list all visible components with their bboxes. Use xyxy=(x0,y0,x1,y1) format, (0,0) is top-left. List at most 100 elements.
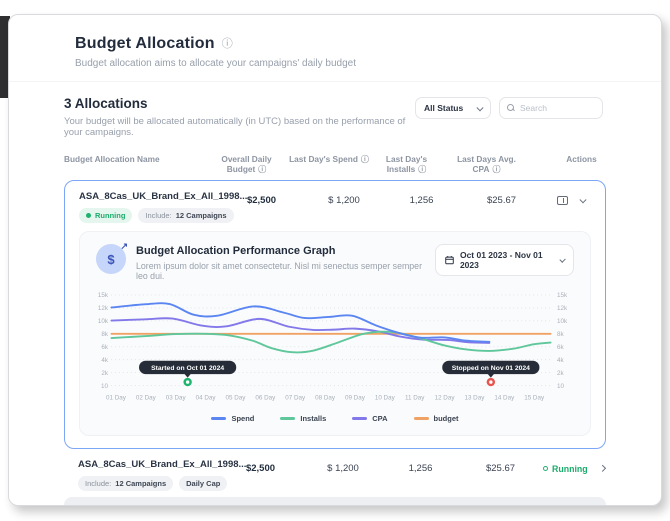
legend-swatch-icon xyxy=(413,416,429,420)
allocation-name: ASA_8Cas_UK_Brand_Ex_All_1998... xyxy=(79,191,248,202)
expand-row-chevron-icon[interactable] xyxy=(598,465,606,472)
status-dot-icon xyxy=(86,213,91,218)
allocation-name-cell: ASA_8Cas_UK_Brand_Ex_All_1998... Running… xyxy=(79,191,248,223)
legend-item-budget[interactable]: budget xyxy=(413,413,459,423)
chart-area: 15k 15k 12k 12k 10k 10k 8k 8k 6k 6k 4k 4k 2k 2k 10 10 01… xyxy=(96,289,574,412)
last-day-installs-value: 1,256 xyxy=(408,462,433,474)
legend-label: Spend xyxy=(231,413,255,423)
daily-cap-badge: Daily Cap xyxy=(179,475,228,491)
search-box[interactable] xyxy=(499,97,603,119)
next-row-partial[interactable] xyxy=(64,496,606,505)
date-range-value: Oct 01 2023 - Nov 01 2023 xyxy=(459,250,543,270)
svg-text:2k: 2k xyxy=(101,370,108,377)
status-filter-select[interactable]: All Status xyxy=(415,97,491,119)
svg-text:13 Day: 13 Day xyxy=(464,395,485,402)
status-filter-value: All Status xyxy=(424,103,464,113)
svg-text:6k: 6k xyxy=(557,344,564,351)
svg-text:10: 10 xyxy=(557,383,564,390)
last-day-avg-cpa-value: $25.67 xyxy=(485,462,516,474)
svg-text:4k: 4k xyxy=(101,357,108,364)
col-header-cpa: Last Days Avg. CPA ⓘ xyxy=(457,154,516,174)
svg-text:04 Day: 04 Day xyxy=(196,395,217,402)
graph-title: Budget Allocation Performance Graph xyxy=(136,245,336,257)
svg-text:Stopped on Nov 01 2024: Stopped on Nov 01 2024 xyxy=(452,365,530,372)
info-icon[interactable]: ⓘ xyxy=(492,165,501,174)
svg-text:8k: 8k xyxy=(101,331,108,338)
legend-item-spend[interactable]: Spend xyxy=(211,414,254,423)
info-icon[interactable]: ⓘ xyxy=(258,165,267,174)
last-day-installs-value: 1,256 xyxy=(409,195,434,206)
chevron-down-icon xyxy=(559,256,566,263)
allocations-toolbar: 3 Allocations Your budget will be alloca… xyxy=(64,96,603,138)
search-icon xyxy=(507,104,515,112)
background-window-sliver xyxy=(0,16,10,98)
svg-text:4k: 4k xyxy=(557,357,564,364)
svg-text:Started on Oct 01 2024: Started on Oct 01 2024 xyxy=(151,365,224,372)
notebook-icon[interactable] xyxy=(557,196,569,205)
svg-text:14 Day: 14 Day xyxy=(494,395,515,402)
allocations-description: Your budget will be allocated automatica… xyxy=(64,116,406,138)
include-campaigns-badge: Include: 12 Campaigns xyxy=(138,208,234,223)
last-day-spend-value: $ 1,200 xyxy=(327,462,359,474)
svg-text:12k: 12k xyxy=(557,305,568,312)
svg-text:01 Day: 01 Day xyxy=(106,395,127,402)
collapse-row-chevron-icon[interactable] xyxy=(580,196,587,204)
status-running-label: Running xyxy=(543,464,588,474)
chevron-down-icon xyxy=(477,104,484,111)
table-row[interactable]: ASA_8Cas_UK_Brand_Ex_All_1998... Running… xyxy=(65,181,605,229)
col-header-budget: Overall Daily Budget ⓘ xyxy=(221,154,272,174)
overall-daily-budget-value: $2,500 xyxy=(246,195,277,206)
svg-text:10k: 10k xyxy=(557,318,568,325)
date-range-picker[interactable]: Oct 01 2023 - Nov 01 2023 xyxy=(434,244,574,276)
svg-text:6k: 6k xyxy=(101,344,108,351)
table-row[interactable]: ASA_8Cas_UK_Brand_Ex_All_1998... Include… xyxy=(64,449,606,493)
search-input[interactable] xyxy=(520,103,592,113)
include-campaigns-badge: Include: 12 Campaigns xyxy=(78,475,174,491)
overall-daily-budget-value: $2,500 xyxy=(245,462,276,474)
col-header-name: Budget Allocation Name xyxy=(64,154,160,164)
last-day-spend-value: $ 1,200 xyxy=(328,195,360,206)
status-dot-icon xyxy=(543,466,548,471)
legend-swatch-icon xyxy=(280,416,296,420)
col-header-installs: Last Day's Installs ⓘ xyxy=(385,154,428,174)
legend-swatch-icon xyxy=(211,416,227,420)
table-header-row: Budget Allocation Name Overall Daily Bud… xyxy=(64,154,606,174)
svg-text:2k: 2k xyxy=(557,370,564,377)
allocations-count-title: 3 Allocations xyxy=(64,96,148,111)
svg-text:15 Day: 15 Day xyxy=(524,395,545,402)
row-actions xyxy=(544,191,591,205)
legend-item-installs[interactable]: Installs xyxy=(280,414,326,423)
svg-text:07 Day: 07 Day xyxy=(285,395,306,402)
svg-text:8k: 8k xyxy=(557,331,564,338)
svg-text:10 Day: 10 Day xyxy=(375,395,396,402)
allocation-name: ASA_8Cas_UK_Brand_Ex_All_1998... xyxy=(78,458,247,470)
performance-chart: 15k 15k 12k 12k 10k 10k 8k 8k 6k 6k 4k 4k 2k 2k 10 10 01… xyxy=(98,292,568,402)
info-icon[interactable]: ⓘ xyxy=(360,155,369,164)
legend-swatch-icon xyxy=(352,416,368,420)
legend-label: Installs xyxy=(300,413,327,423)
allocation-name-cell: ASA_8Cas_UK_Brand_Ex_All_1998... Include… xyxy=(78,458,247,491)
allocations-table: Budget Allocation Name Overall Daily Bud… xyxy=(64,154,606,505)
svg-text:05 Day: 05 Day xyxy=(225,395,246,402)
info-icon[interactable]: ⓘ xyxy=(221,37,233,50)
budget-allocation-page: Budget Allocation ⓘ Budget allocation ai… xyxy=(8,14,662,506)
dollar-trend-icon: $ ↗ xyxy=(96,241,128,274)
info-icon[interactable]: ⓘ xyxy=(418,165,427,174)
legend-item-cpa[interactable]: CPA xyxy=(352,413,388,423)
calendar-icon xyxy=(445,256,454,265)
arrow-up-right-icon: ↗ xyxy=(120,241,128,251)
chart-legend: Spend Installs CPA budget xyxy=(96,414,574,423)
svg-text:15k: 15k xyxy=(98,292,109,299)
svg-text:10k: 10k xyxy=(98,318,109,325)
graph-subtitle: Lorem ipsum dolor sit amet consectetur. … xyxy=(136,261,423,281)
performance-graph-panel: $ ↗ Budget Allocation Performance Graph … xyxy=(79,231,591,436)
svg-text:11 Day: 11 Day xyxy=(405,395,425,402)
legend-label: budget xyxy=(433,413,459,423)
svg-text:06 Day: 06 Day xyxy=(255,395,276,402)
legend-label: CPA xyxy=(372,413,388,423)
col-header-actions: Actions xyxy=(566,154,597,164)
col-header-spend: Last Day's Spend ⓘ xyxy=(289,154,369,164)
row-actions: Running xyxy=(543,459,610,474)
svg-text:12k: 12k xyxy=(98,305,109,312)
page-title: Budget Allocation xyxy=(75,35,215,52)
